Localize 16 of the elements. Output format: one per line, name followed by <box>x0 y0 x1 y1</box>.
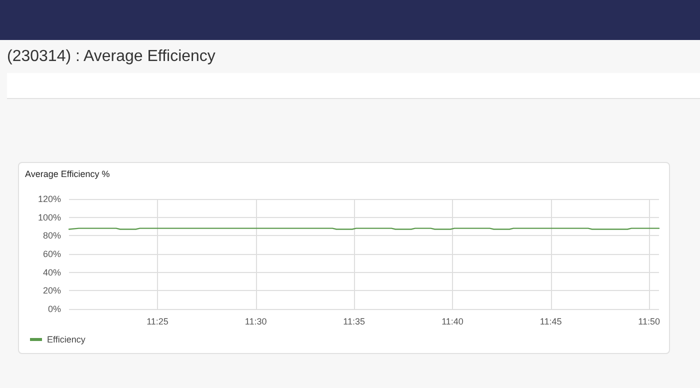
x-tick-label: 11:30 <box>244 316 267 326</box>
x-tick-label: 11:25 <box>146 316 168 326</box>
chart-subtitle: Average Efficiency % <box>25 169 110 179</box>
x-tick-label: 11:40 <box>442 316 464 326</box>
y-tick-label: 120% <box>38 194 61 204</box>
y-tick-label: 60% <box>42 249 61 259</box>
legend-label: Efficiency <box>47 334 86 344</box>
y-tick-label: 20% <box>42 286 61 296</box>
y-tick-label: 100% <box>38 212 61 222</box>
x-tick-label: 11:50 <box>638 316 660 326</box>
y-tick-label: 0% <box>48 304 61 314</box>
x-tick-label: 11:45 <box>540 316 562 326</box>
y-tick-label: 80% <box>42 230 61 241</box>
x-tick-label: 11:35 <box>343 316 366 326</box>
y-tick-label: 40% <box>42 267 61 278</box>
chart-title: (230314) : Average Efficiency <box>7 48 216 66</box>
